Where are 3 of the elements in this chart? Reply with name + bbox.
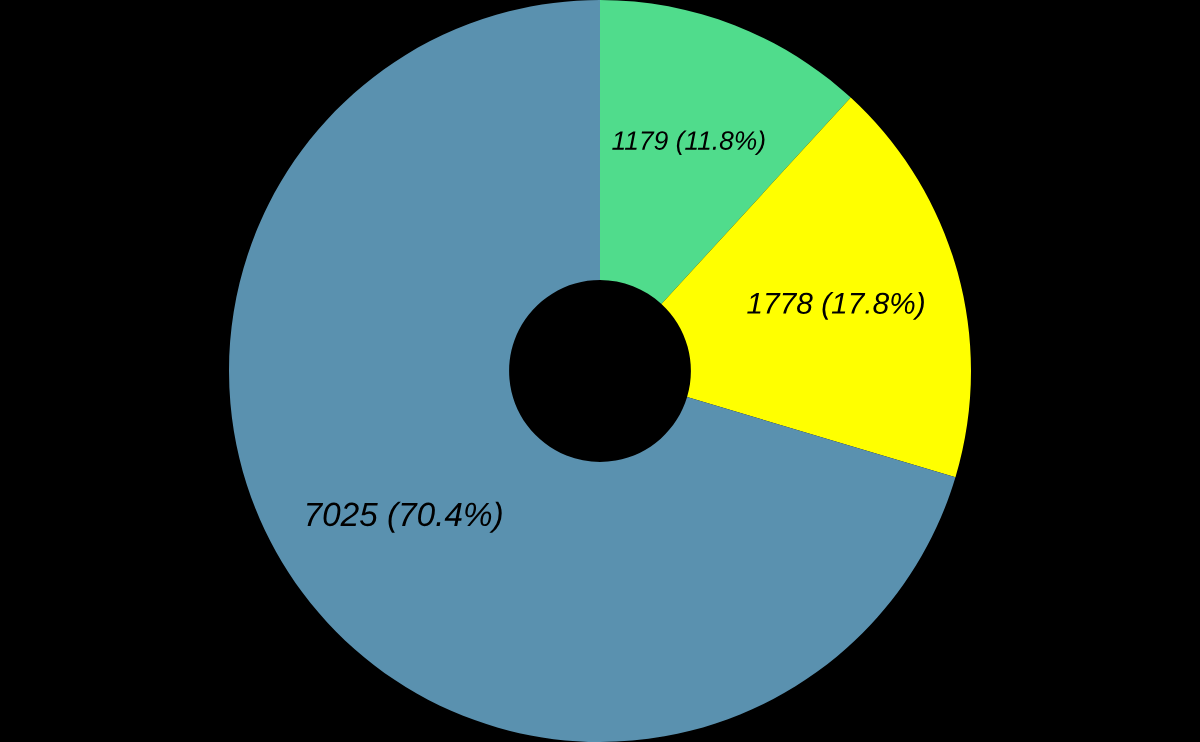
data-label: 1179 (11.8%) [612,130,765,156]
data-label: 7025 (70.4%) [307,501,502,533]
data-label: 1778 (17.8%) [747,291,924,320]
